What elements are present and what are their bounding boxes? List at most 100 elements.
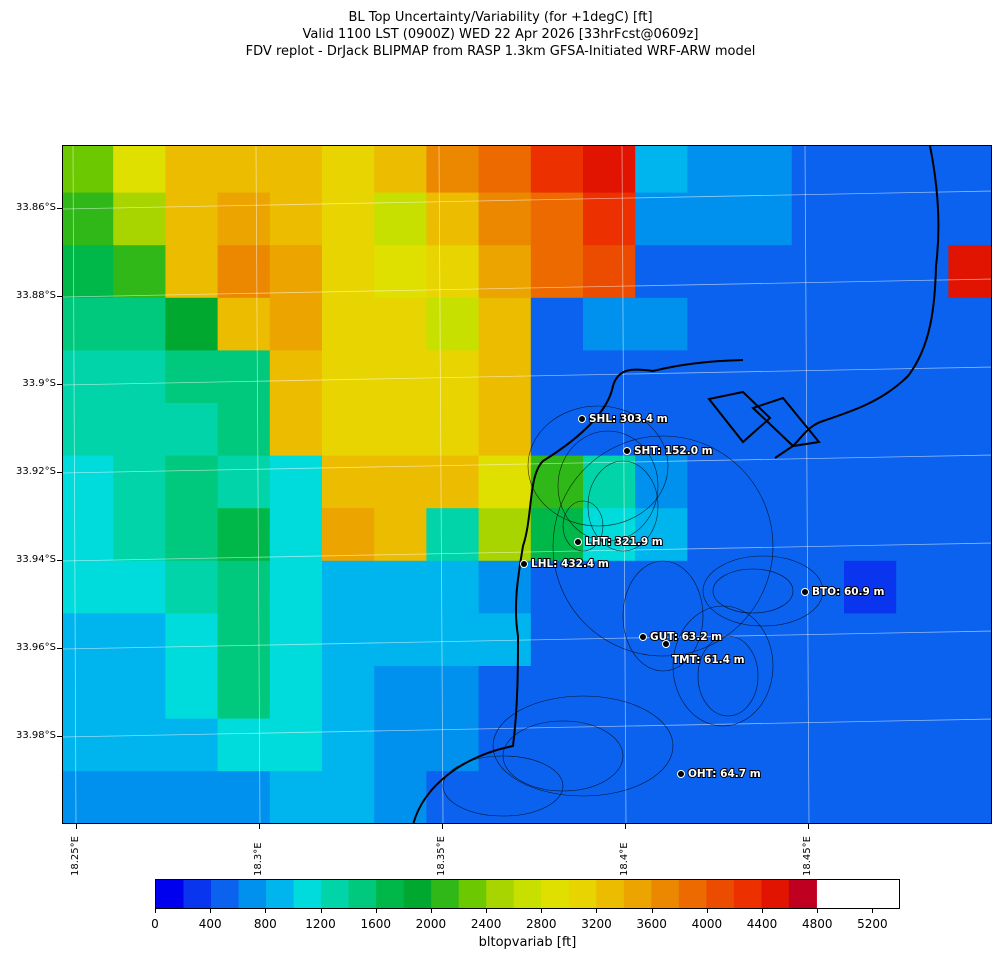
longitude-tick [442,824,443,829]
grid-cell [687,771,741,823]
colorbar-tick-label: 2800 [526,917,557,931]
grid-cell [948,297,991,351]
grid-cell [426,666,480,720]
grid-cell [63,508,114,562]
grid-cell [791,403,845,457]
latitude-label: 33.94°S [16,554,56,565]
grid-cell [217,613,271,667]
station-marker [639,633,647,641]
grid-cell [530,666,584,720]
grid-cell [165,666,219,720]
grid-cell [583,560,636,614]
station-tmt[interactable]: TMT: 61.4 m [662,640,746,667]
grid-cell [113,192,166,246]
grid-cell [896,508,949,562]
grid-cell [791,455,845,509]
grid-cell [426,455,480,509]
grid-cell [791,192,845,246]
grid-cell [687,297,741,351]
grid-cell [948,613,991,667]
grid-cell [374,146,427,194]
grid-cell [165,350,219,404]
station-marker [578,415,586,423]
colorbar-tick-label: 0 [151,917,159,931]
grid-cell [217,245,271,299]
grid-cell [948,245,991,299]
grid-cell [165,297,219,351]
grid-cell [739,613,793,667]
grid-cell [948,146,991,194]
grid-cell [844,508,897,562]
grid-cell [635,297,688,351]
grid-cell [269,613,323,667]
grid-cell [739,666,793,720]
grid-cell [896,666,949,720]
grid-cell [687,613,741,667]
grid-cell [844,245,897,299]
grid-cell [478,403,532,457]
longitude-label: 18.45°E [802,836,813,876]
grid-cell [583,455,636,509]
colorbar-tick [651,909,653,913]
grid-cell [478,245,532,299]
colorbar-tick [872,909,874,913]
grid-cell [374,297,427,351]
station-bto[interactable]: BTO: 60.9 m [801,585,886,599]
grid-cell [322,560,375,614]
grid-cell [426,297,480,351]
grid-cell [269,666,323,720]
grid-cell [113,613,166,667]
colorbar-swatch [596,880,625,908]
grid-cell [791,146,845,194]
grid-cell [426,771,480,823]
grid-cell [269,508,323,562]
grid-cell [217,508,271,562]
station-sht[interactable]: SHT: 152.0 m [623,444,714,458]
grid-cell [635,146,688,194]
latitude-label: 33.86°S [16,202,56,213]
grid-cell [844,613,897,667]
station-label: LHT: 321.9 m [585,536,663,548]
colorbar-swatch [568,880,597,908]
heatmap-grid [63,146,991,823]
station-lhl[interactable]: LHL: 432.4 m [520,557,610,571]
grid-cell [426,718,480,772]
grid-cell [583,192,636,246]
grid-cell [844,297,897,351]
longitude-tick [259,824,260,829]
station-lht[interactable]: LHT: 321.9 m [574,535,664,549]
grid-cell [478,508,532,562]
grid-cell [113,146,166,194]
grid-cell [948,771,991,823]
station-label: SHT: 152.0 m [634,445,713,457]
colorbar-swatch [541,880,570,908]
grid-cell [269,146,323,194]
grid-cell [635,403,688,457]
station-oht[interactable]: OHT: 64.7 m [677,767,762,781]
grid-cell [322,146,375,194]
grid-cell [687,560,741,614]
grid-cell [687,455,741,509]
map-plot-area[interactable]: SHL: 303.4 m SHT: 152.0 m LHT: 321.9 m LHL:… [62,145,992,824]
grid-cell [530,192,584,246]
grid-cell [165,192,219,246]
grid-cell [478,192,532,246]
colorbar-tick [375,909,377,913]
colorbar-swatch [211,880,240,908]
grid-cell [322,508,375,562]
grid-cell [165,718,219,772]
grid-cell [217,455,271,509]
grid-cell [269,350,323,404]
grid-cell [791,245,845,299]
grid-cell [374,192,427,246]
grid-cell [478,666,532,720]
grid-cell [687,350,741,404]
grid-cell [530,560,584,614]
station-gut[interactable]: GUT: 63.2 m [639,630,723,644]
grid-cell [269,560,323,614]
grid-cell [530,350,584,404]
station-shl[interactable]: SHL: 303.4 m [578,412,669,426]
grid-cell [635,455,688,509]
station-marker [520,560,528,568]
grid-cell [217,297,271,351]
